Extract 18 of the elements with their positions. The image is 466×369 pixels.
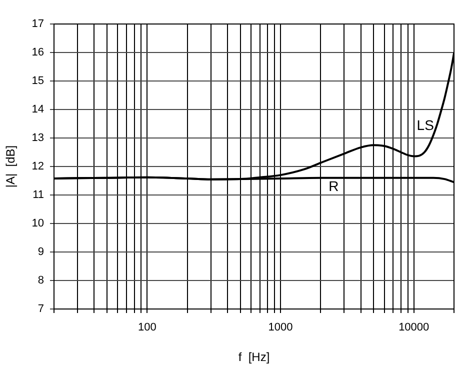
y-tick-label: 8 [38, 274, 44, 287]
x-tick-label: 10000 [398, 322, 430, 334]
x-axis-title: f [Hz] [238, 350, 270, 364]
y-tick-label: 9 [38, 246, 44, 258]
series-label: R [328, 178, 339, 194]
y-tick-label: 10 [32, 218, 44, 230]
y-tick-label: 7 [38, 303, 44, 316]
y-tick-label: 12 [32, 160, 44, 173]
y-tick-label: 17 [32, 18, 44, 30]
y-axis-title: |A| [dB] [4, 145, 18, 188]
series-label: LS [416, 117, 434, 134]
y-tick-label: 13 [32, 132, 44, 144]
x-tick-label: 1000 [268, 322, 293, 334]
y-tick-label: 16 [32, 46, 44, 59]
y-tick-label: 14 [32, 104, 44, 116]
y-tick-label: 15 [32, 75, 44, 88]
x-tick-label: 100 [138, 322, 156, 334]
y-tick-label: 11 [32, 189, 44, 202]
